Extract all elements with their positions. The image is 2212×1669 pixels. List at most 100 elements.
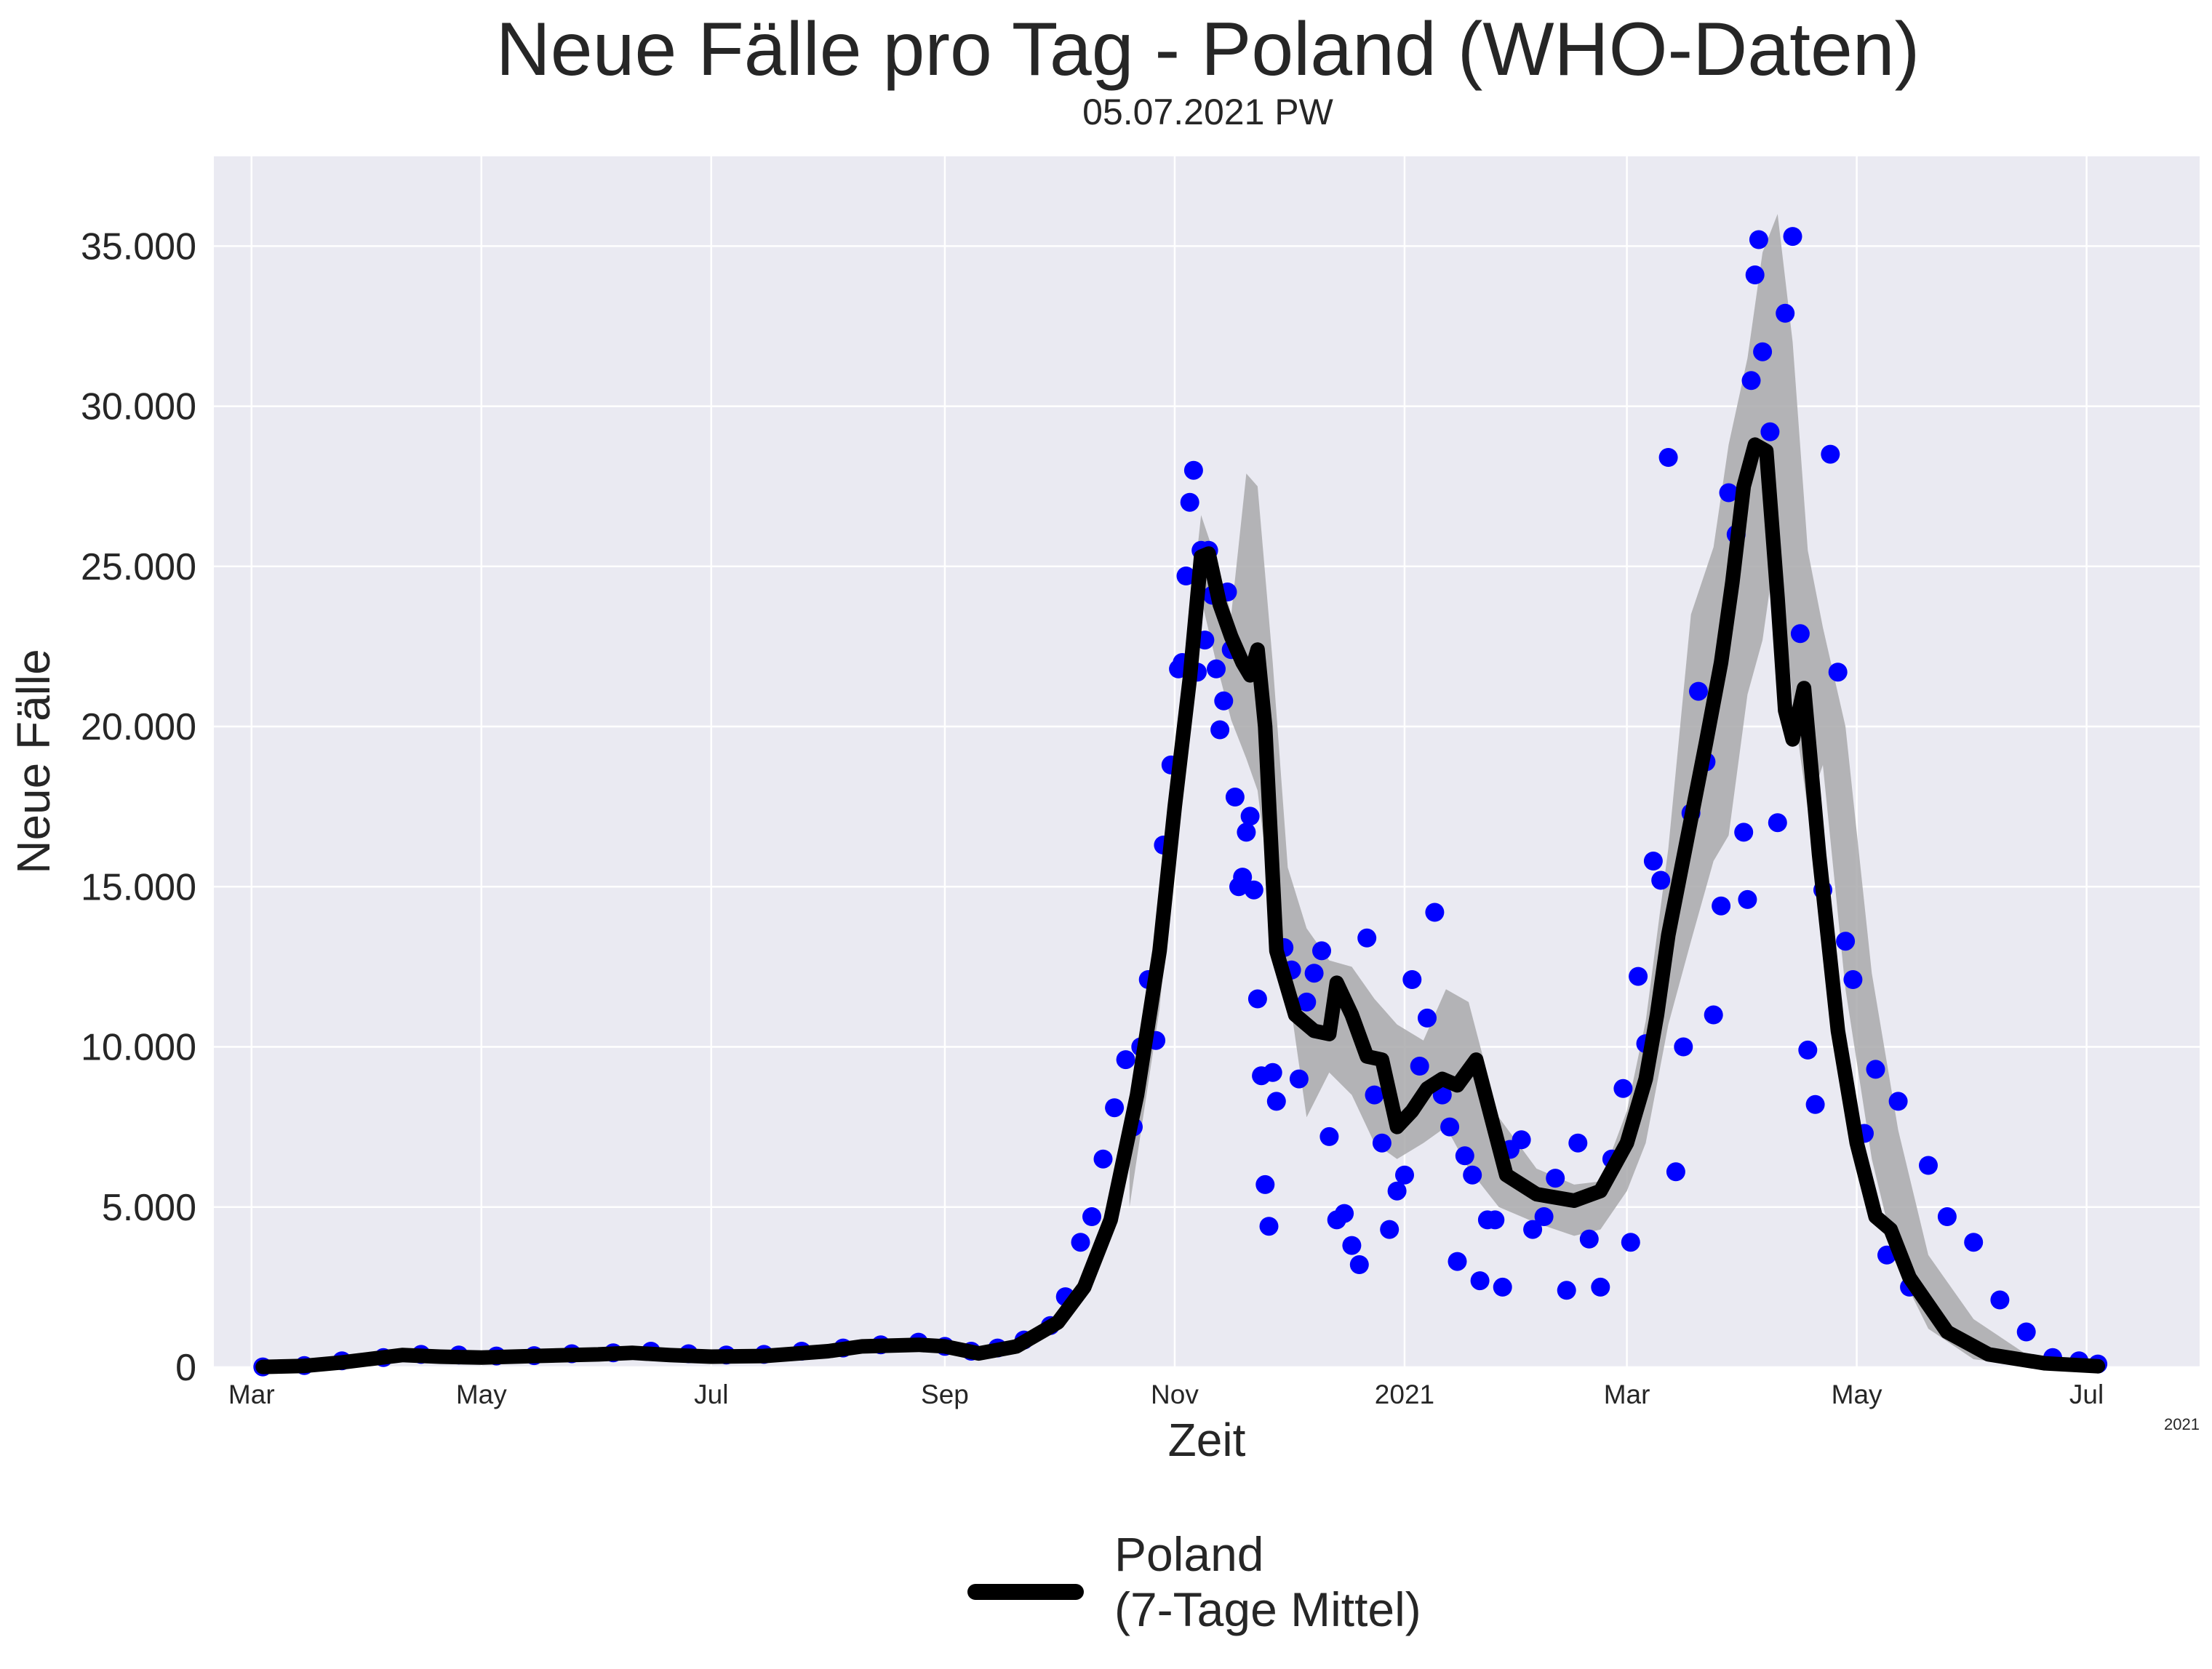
y-tick-label: 5.000 (102, 1187, 196, 1229)
daily-point (1704, 1005, 1723, 1025)
x-tick-label: Mar (228, 1380, 275, 1409)
daily-point (1418, 1008, 1437, 1028)
x-tick-label: Nov (1151, 1380, 1199, 1409)
daily-point (1093, 1149, 1113, 1169)
daily-point (1753, 342, 1773, 361)
daily-point (1247, 989, 1267, 1009)
daily-point (1749, 230, 1768, 249)
daily-point (1937, 1207, 1957, 1226)
daily-point (1410, 1057, 1429, 1076)
daily-point (1380, 1220, 1400, 1239)
x-tick-label: Sep (921, 1380, 969, 1409)
y-tick-label: 35.000 (81, 225, 196, 268)
x-tick-labels: Mar May Jul Sep Nov 2021 Mar May Jul (228, 1380, 2104, 1409)
daily-point (1719, 483, 1738, 503)
daily-point (1798, 1040, 1818, 1060)
legend-line-swatch (967, 1584, 1084, 1600)
daily-point (1621, 1233, 1640, 1252)
series-line-poland (255, 437, 2106, 1374)
daily-point (1448, 1252, 1467, 1271)
daily-point (1613, 1078, 1633, 1098)
x-tick-label: 2021 (1375, 1380, 1434, 1409)
x-tick-label: Jul (694, 1380, 728, 1409)
daily-point (1821, 444, 1840, 464)
daily-point (1790, 624, 1810, 644)
y-tick-label: 25.000 (81, 546, 196, 588)
range-band-layer (1129, 214, 2099, 1367)
daily-point (1658, 448, 1678, 467)
y-tick-label: 10.000 (81, 1027, 196, 1069)
daily-point (1255, 1174, 1275, 1194)
daily-point (1643, 852, 1663, 870)
daily-point (1768, 813, 1787, 833)
daily-point (1534, 1207, 1554, 1226)
daily-point (1214, 691, 1234, 711)
daily-point (1207, 659, 1226, 679)
legend: Poland (7-Tage Mittel) (967, 1524, 1549, 1640)
daily-point (1990, 1290, 2010, 1310)
daily-point (1712, 896, 1731, 916)
daily-point (1180, 492, 1199, 512)
daily-point (1395, 1165, 1414, 1185)
y-tick-label: 0 (175, 1347, 196, 1389)
daily-point (1734, 823, 1754, 842)
daily-point (1263, 1062, 1282, 1082)
x-offset-label: 2021 (2164, 1415, 2200, 1433)
daily-point (1919, 1156, 1938, 1175)
daily-point (1783, 227, 1802, 247)
daily-point (1760, 422, 1780, 441)
daily-point (1176, 567, 1196, 585)
daily-point (1828, 663, 1848, 682)
daily-point (1349, 1255, 1369, 1274)
daily-point (1579, 1229, 1599, 1249)
daily-point (1591, 1277, 1610, 1297)
y-tick-label: 30.000 (81, 386, 196, 428)
daily-point (1546, 1169, 1565, 1188)
daily-point (1629, 966, 1648, 986)
daily-point (1335, 1204, 1354, 1223)
legend-label: Poland (1114, 1527, 1264, 1581)
daily-point (1888, 1092, 1908, 1111)
chart-title: Neue Fälle pro Tag - Poland (WHO-Daten) (495, 7, 1920, 92)
range-band (1129, 214, 2099, 1367)
daily-point (1244, 880, 1263, 900)
y-axis-label: Neue Fälle (7, 649, 60, 874)
daily-point (1512, 1130, 1531, 1150)
daily-point (1745, 265, 1765, 284)
daily-points-layer (253, 227, 2108, 1377)
average-line-layer (255, 437, 2106, 1374)
daily-point (1843, 970, 1863, 989)
daily-point (1319, 1126, 1339, 1146)
x-tick-label: Mar (1604, 1380, 1650, 1409)
daily-point (1741, 371, 1761, 391)
x-tick-label: May (456, 1380, 507, 1409)
daily-point (1866, 1060, 1885, 1079)
daily-point (1470, 1271, 1490, 1291)
daily-point (1425, 902, 1445, 922)
daily-point (1289, 1069, 1309, 1089)
daily-point (1557, 1281, 1576, 1300)
daily-point (1674, 1037, 1693, 1057)
daily-point (1225, 788, 1245, 807)
daily-point (1964, 1233, 1984, 1252)
daily-point (1455, 1146, 1474, 1166)
daily-point (1357, 928, 1377, 948)
daily-point (1568, 1133, 1588, 1153)
daily-point (1738, 889, 1757, 909)
daily-point (1342, 1236, 1362, 1255)
y-tick-label: 20.000 (81, 706, 196, 748)
daily-point (1304, 964, 1324, 983)
daily-point (2016, 1322, 2036, 1342)
y-gridlines (214, 245, 2200, 1369)
daily-point (1116, 1050, 1135, 1070)
daily-point (1312, 941, 1331, 961)
daily-point (1071, 1233, 1090, 1252)
daily-point (1836, 932, 1856, 951)
daily-point (1372, 1133, 1392, 1153)
x-tick-label: Jul (2069, 1380, 2104, 1409)
daily-point (1440, 1117, 1460, 1137)
daily-point (1233, 868, 1253, 887)
daily-point (1776, 303, 1795, 323)
daily-point (1485, 1210, 1505, 1230)
